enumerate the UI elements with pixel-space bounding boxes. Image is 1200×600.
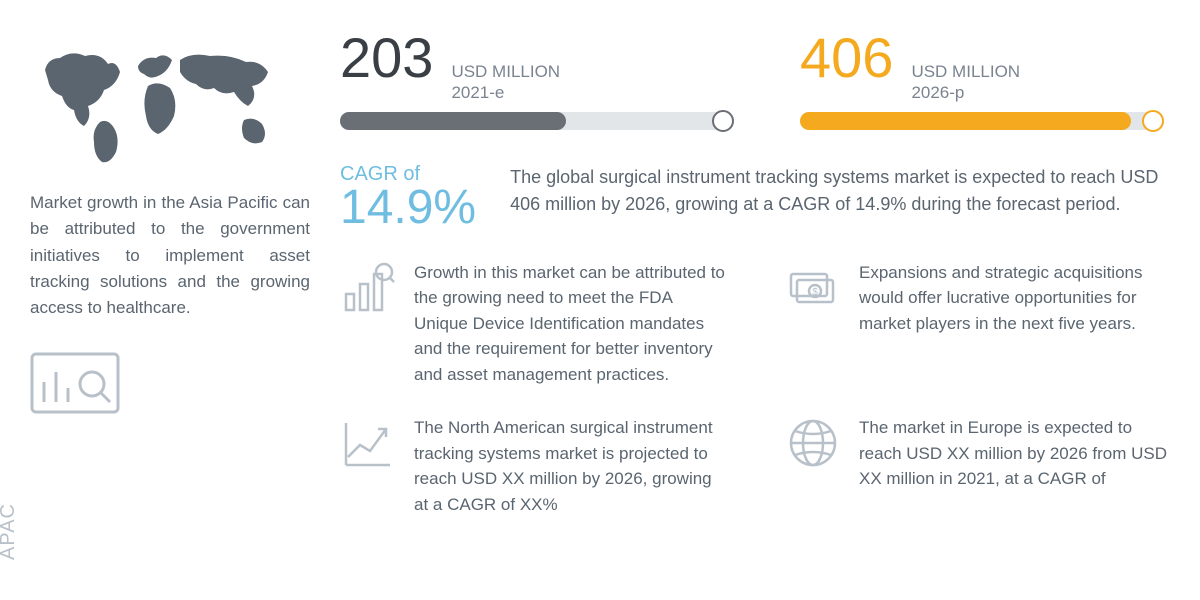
chart-analytics-icon [30,352,120,422]
feature-item: The market in Europe is expected to reac… [785,415,1170,517]
progress-2021-track [340,112,730,130]
feature-text: Growth in this market can be attributed … [414,260,725,388]
progress-2021-fill [340,112,566,130]
apac-label: APAC [0,503,20,560]
metric-2021-value: 203 [340,30,433,86]
world-map-icon [30,30,290,170]
metric-2021: 203 USD MILLION 2021-e [340,30,730,130]
cagr-block: CAGR of 14.9% [340,164,476,232]
bar-growth-icon [340,260,396,316]
line-up-icon [340,415,396,471]
infographic-root: Market growth in the Asia Pacific can be… [0,0,1200,600]
feature-item: $ Expansions and strategic acquisitions … [785,260,1170,388]
feature-text: Expansions and strategic acquisitions wo… [859,260,1170,337]
left-column: Market growth in the Asia Pacific can be… [30,30,310,600]
cagr-value: 14.9% [340,184,476,232]
metric-2026: 406 USD MILLION 2026-p [800,30,1160,130]
feature-text: The market in Europe is expected to reac… [859,415,1170,492]
feature-item: Growth in this market can be attributed … [340,260,725,388]
progress-2021-cap [712,110,734,132]
left-paragraph: Market growth in the Asia Pacific can be… [30,190,310,322]
metrics-row: 203 USD MILLION 2021-e 406 USD MILLION [340,30,1170,130]
svg-text:$: $ [812,287,818,298]
feature-text: The North American surgical instrument t… [414,415,725,517]
right-column: 203 USD MILLION 2021-e 406 USD MILLION [340,30,1170,600]
progress-2026-track [800,112,1160,130]
feature-item: The North American surgical instrument t… [340,415,725,517]
metric-2021-unit: USD MILLION 2021-e [451,61,560,104]
summary-text: The global surgical instrument tracking … [510,164,1170,218]
metric-2026-unit: USD MILLION 2026-p [911,61,1020,104]
globe-icon [785,415,841,471]
progress-2026-cap [1142,110,1164,132]
progress-2026-fill [800,112,1131,130]
metric-2026-value: 406 [800,30,893,86]
money-stack-icon: $ [785,260,841,316]
cagr-row: CAGR of 14.9% The global surgical instru… [340,164,1170,232]
features-grid: Growth in this market can be attributed … [340,260,1170,518]
